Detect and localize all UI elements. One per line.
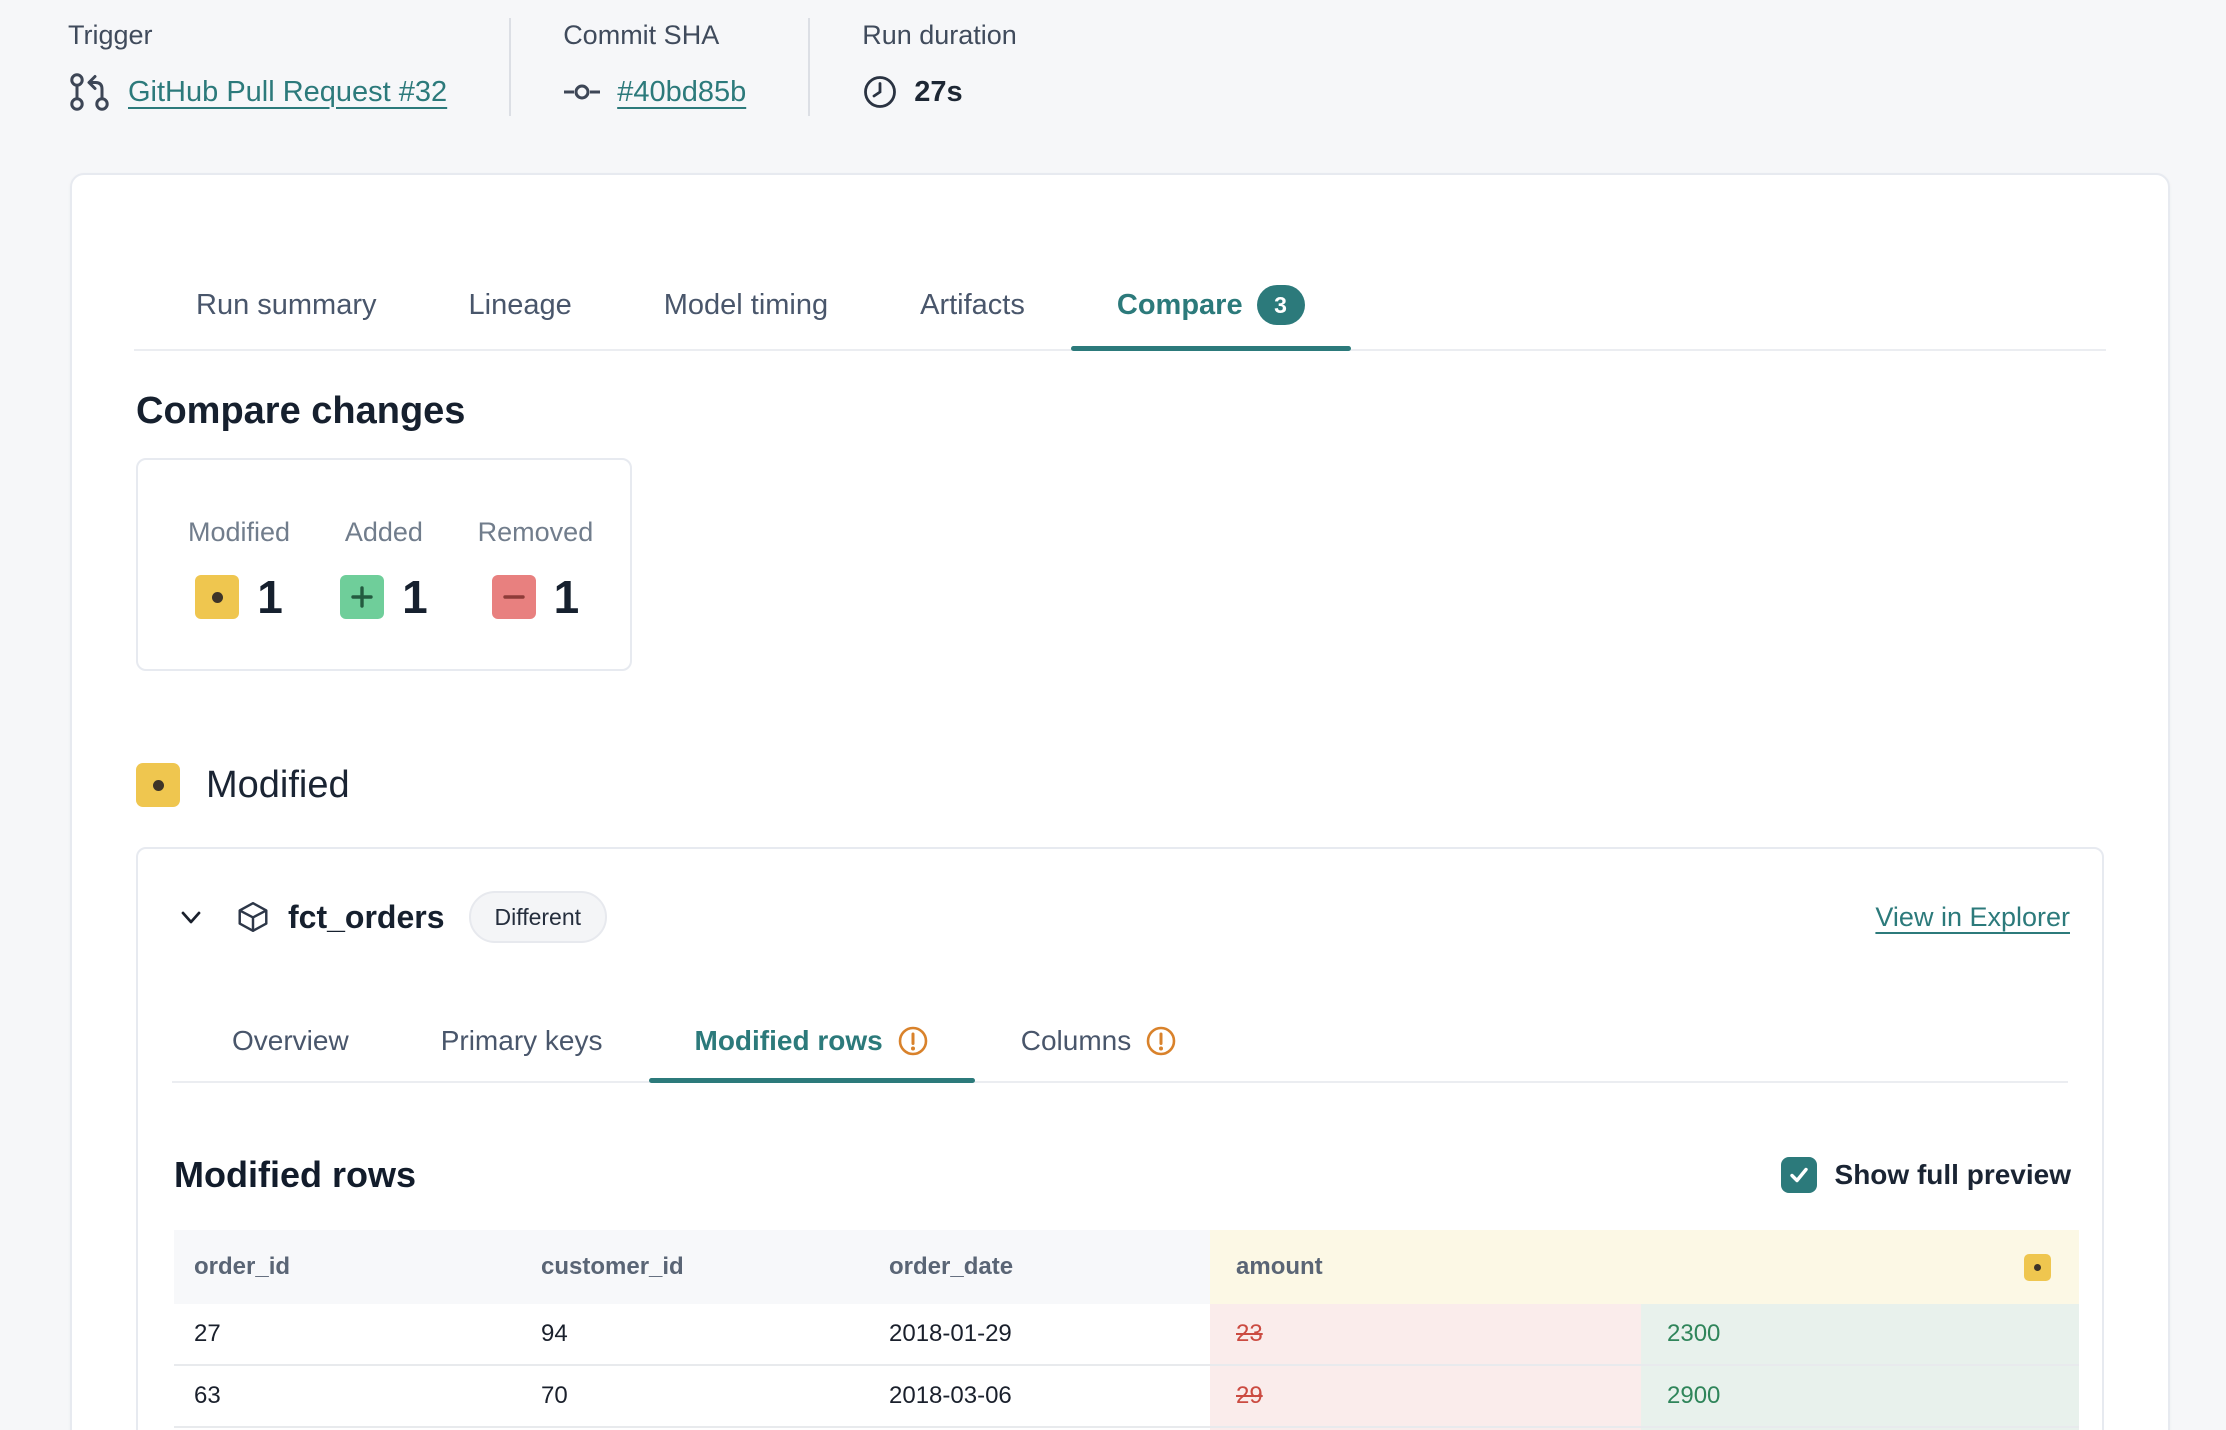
main-tab-bar: Run summary Lineage Model timing Artifac… — [134, 261, 2106, 351]
tab-run-summary[interactable]: Run summary — [196, 289, 377, 321]
stat-removed: Removed 1 — [477, 517, 594, 623]
tab-overview[interactable]: Overview — [232, 1025, 349, 1056]
column-header-amount: amount — [1210, 1230, 1641, 1304]
cell-customer-id: 70 — [541, 1382, 568, 1409]
show-full-preview-label: Show full preview — [1834, 1159, 2071, 1190]
column-header-amount-end — [1641, 1230, 2079, 1304]
cell-amount-new: 2900 — [1641, 1366, 2079, 1426]
clock-icon — [864, 76, 897, 108]
diff-status-badge: Different — [468, 891, 608, 943]
commit-icon — [564, 84, 601, 100]
pull-request-icon — [70, 73, 109, 111]
trigger-label: Trigger — [68, 20, 153, 50]
table-header-row: order_id customer_id order_date amount — [174, 1230, 2079, 1304]
cell-amount-old: 23 — [1210, 1304, 1641, 1364]
stat-added: Added 1 — [340, 516, 428, 669]
tab-modified-rows[interactable]: Modified rows — [648, 1001, 975, 1083]
modified-column-badge — [2024, 1253, 2051, 1281]
tab-artifacts[interactable]: Artifacts — [920, 289, 1025, 321]
compare-stats-card: Modified 1 Added 1 Removed — [136, 458, 632, 671]
cell-amount-old: 29 — [1210, 1366, 1641, 1426]
trigger-link[interactable]: GitHub Pull Request #32 — [128, 75, 448, 108]
run-meta-header: Trigger GitHub Pull Request #32 Commit S… — [68, 18, 1079, 116]
stat-modified: Modified 1 — [188, 517, 291, 623]
model-name: fct_orders — [288, 898, 445, 935]
tab-model-timing[interactable]: Model timing — [663, 289, 829, 321]
trigger-group: Trigger GitHub Pull Request #32 — [68, 18, 509, 116]
model-tab-bar: Overview Primary keys Modified rows Colu… — [172, 1001, 2068, 1083]
cell-customer-id: 94 — [541, 1320, 568, 1347]
modified-square-icon — [195, 575, 240, 619]
main-card: Run summary Lineage Model timing Artifac… — [70, 173, 2170, 1430]
tab-compare[interactable]: Compare 3 — [1070, 261, 1351, 351]
checkmark-icon — [1789, 1167, 1808, 1183]
view-in-explorer-link[interactable]: View in Explorer — [1875, 901, 2070, 932]
duration-group: Run duration 27s — [808, 18, 1079, 116]
modified-rows-table: order_id customer_id order_date amount 2… — [174, 1230, 2079, 1430]
show-full-preview-toggle[interactable]: Show full preview — [1780, 1157, 2071, 1193]
run-duration-label: Run duration — [862, 20, 1017, 50]
column-header-customer-id: customer_id — [521, 1230, 869, 1304]
modified-section-title: Modified — [206, 763, 350, 806]
chevron-down-icon — [181, 911, 201, 924]
table-row: 63 70 2018-03-06 29 2900 — [174, 1366, 2079, 1428]
tab-primary-keys[interactable]: Primary keys — [440, 1025, 603, 1056]
run-duration-value: 27s — [914, 75, 963, 108]
commit-sha-label: Commit SHA — [563, 20, 720, 50]
added-square-icon — [340, 575, 385, 619]
table-row-partial — [174, 1428, 2079, 1430]
compare-count-badge: 3 — [1256, 285, 1305, 325]
model-card-header: fct_orders Different View in Explorer — [138, 849, 2102, 943]
tab-lineage[interactable]: Lineage — [468, 289, 572, 321]
model-card-fct-orders: fct_orders Different View in Explorer Ov… — [136, 847, 2104, 1430]
cell-order-date: 2018-03-06 — [889, 1382, 1012, 1409]
commit-link[interactable]: #40bd85b — [617, 75, 747, 108]
table-row: 27 94 2018-01-29 23 2300 — [174, 1304, 2079, 1366]
modified-section-header: Modified — [136, 763, 2168, 807]
modified-icon — [136, 763, 180, 807]
commit-group: Commit SHA #40bd85b — [509, 18, 808, 116]
column-header-order-date: order_date — [869, 1230, 1210, 1304]
show-full-preview-checkbox[interactable] — [1780, 1157, 1817, 1193]
cell-amount-new: 2300 — [1641, 1304, 2079, 1364]
package-icon — [238, 901, 268, 933]
compare-changes-heading: Compare changes — [136, 390, 466, 432]
tab-columns[interactable]: Columns — [975, 1001, 1223, 1081]
cell-order-date: 2018-01-29 — [889, 1320, 1012, 1347]
collapse-toggle[interactable] — [176, 902, 206, 932]
cell-order-id: 63 — [194, 1382, 221, 1409]
removed-square-icon — [491, 575, 536, 619]
warning-icon — [1146, 1026, 1176, 1056]
panel-title: Modified rows — [174, 1154, 416, 1195]
cell-order-id: 27 — [194, 1320, 221, 1347]
column-header-order-id: order_id — [174, 1230, 521, 1304]
warning-icon — [898, 1026, 928, 1056]
modified-rows-panel: Modified rows Show full preview order_id… — [138, 1083, 2102, 1430]
